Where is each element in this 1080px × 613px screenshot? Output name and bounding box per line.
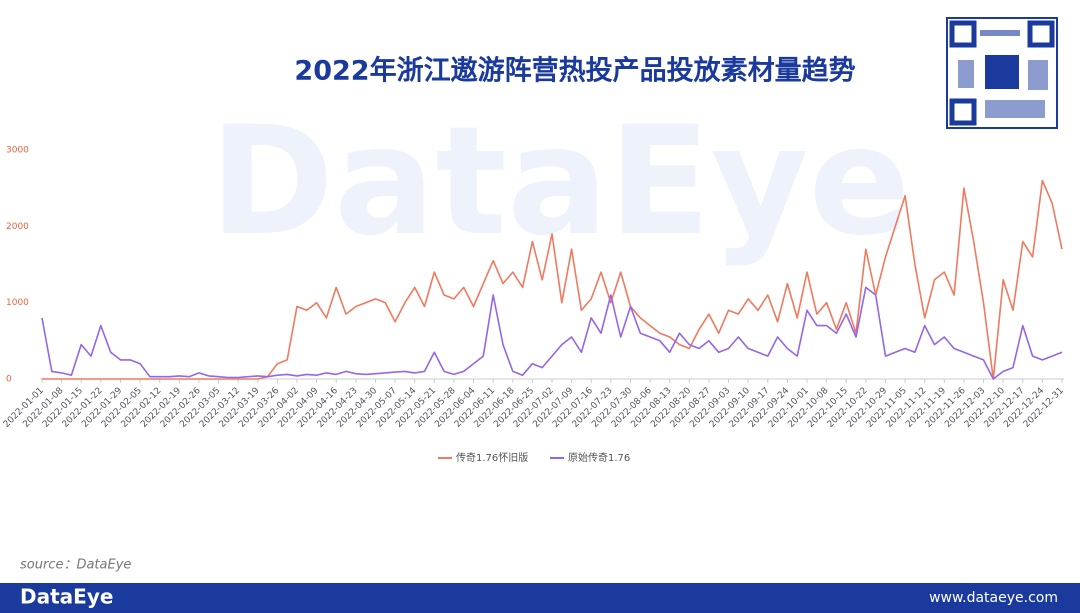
footer-url: www.dataeye.com [929, 590, 1058, 606]
series-line [41, 286, 1063, 380]
legend-label: 原始传奇1.76 [568, 451, 630, 464]
series-line [42, 179, 1063, 380]
y-tick-label: 1000 [6, 298, 29, 308]
y-tick-label: 0 [6, 375, 12, 385]
watermark: DataEye [210, 95, 911, 269]
source: source：DataEye [20, 558, 131, 573]
footer-bar [0, 583, 1080, 613]
y-tick-label: 3000 [6, 146, 29, 156]
y-tick-label: 2000 [6, 222, 29, 232]
chart-title: 2022年浙江遨游阵营热投产品投放素材量趋势 [294, 55, 855, 87]
footer-logo: DataEye [20, 585, 113, 609]
qr-code [946, 17, 1058, 129]
legend-label: 传奇1.76怀旧版 [456, 451, 528, 464]
